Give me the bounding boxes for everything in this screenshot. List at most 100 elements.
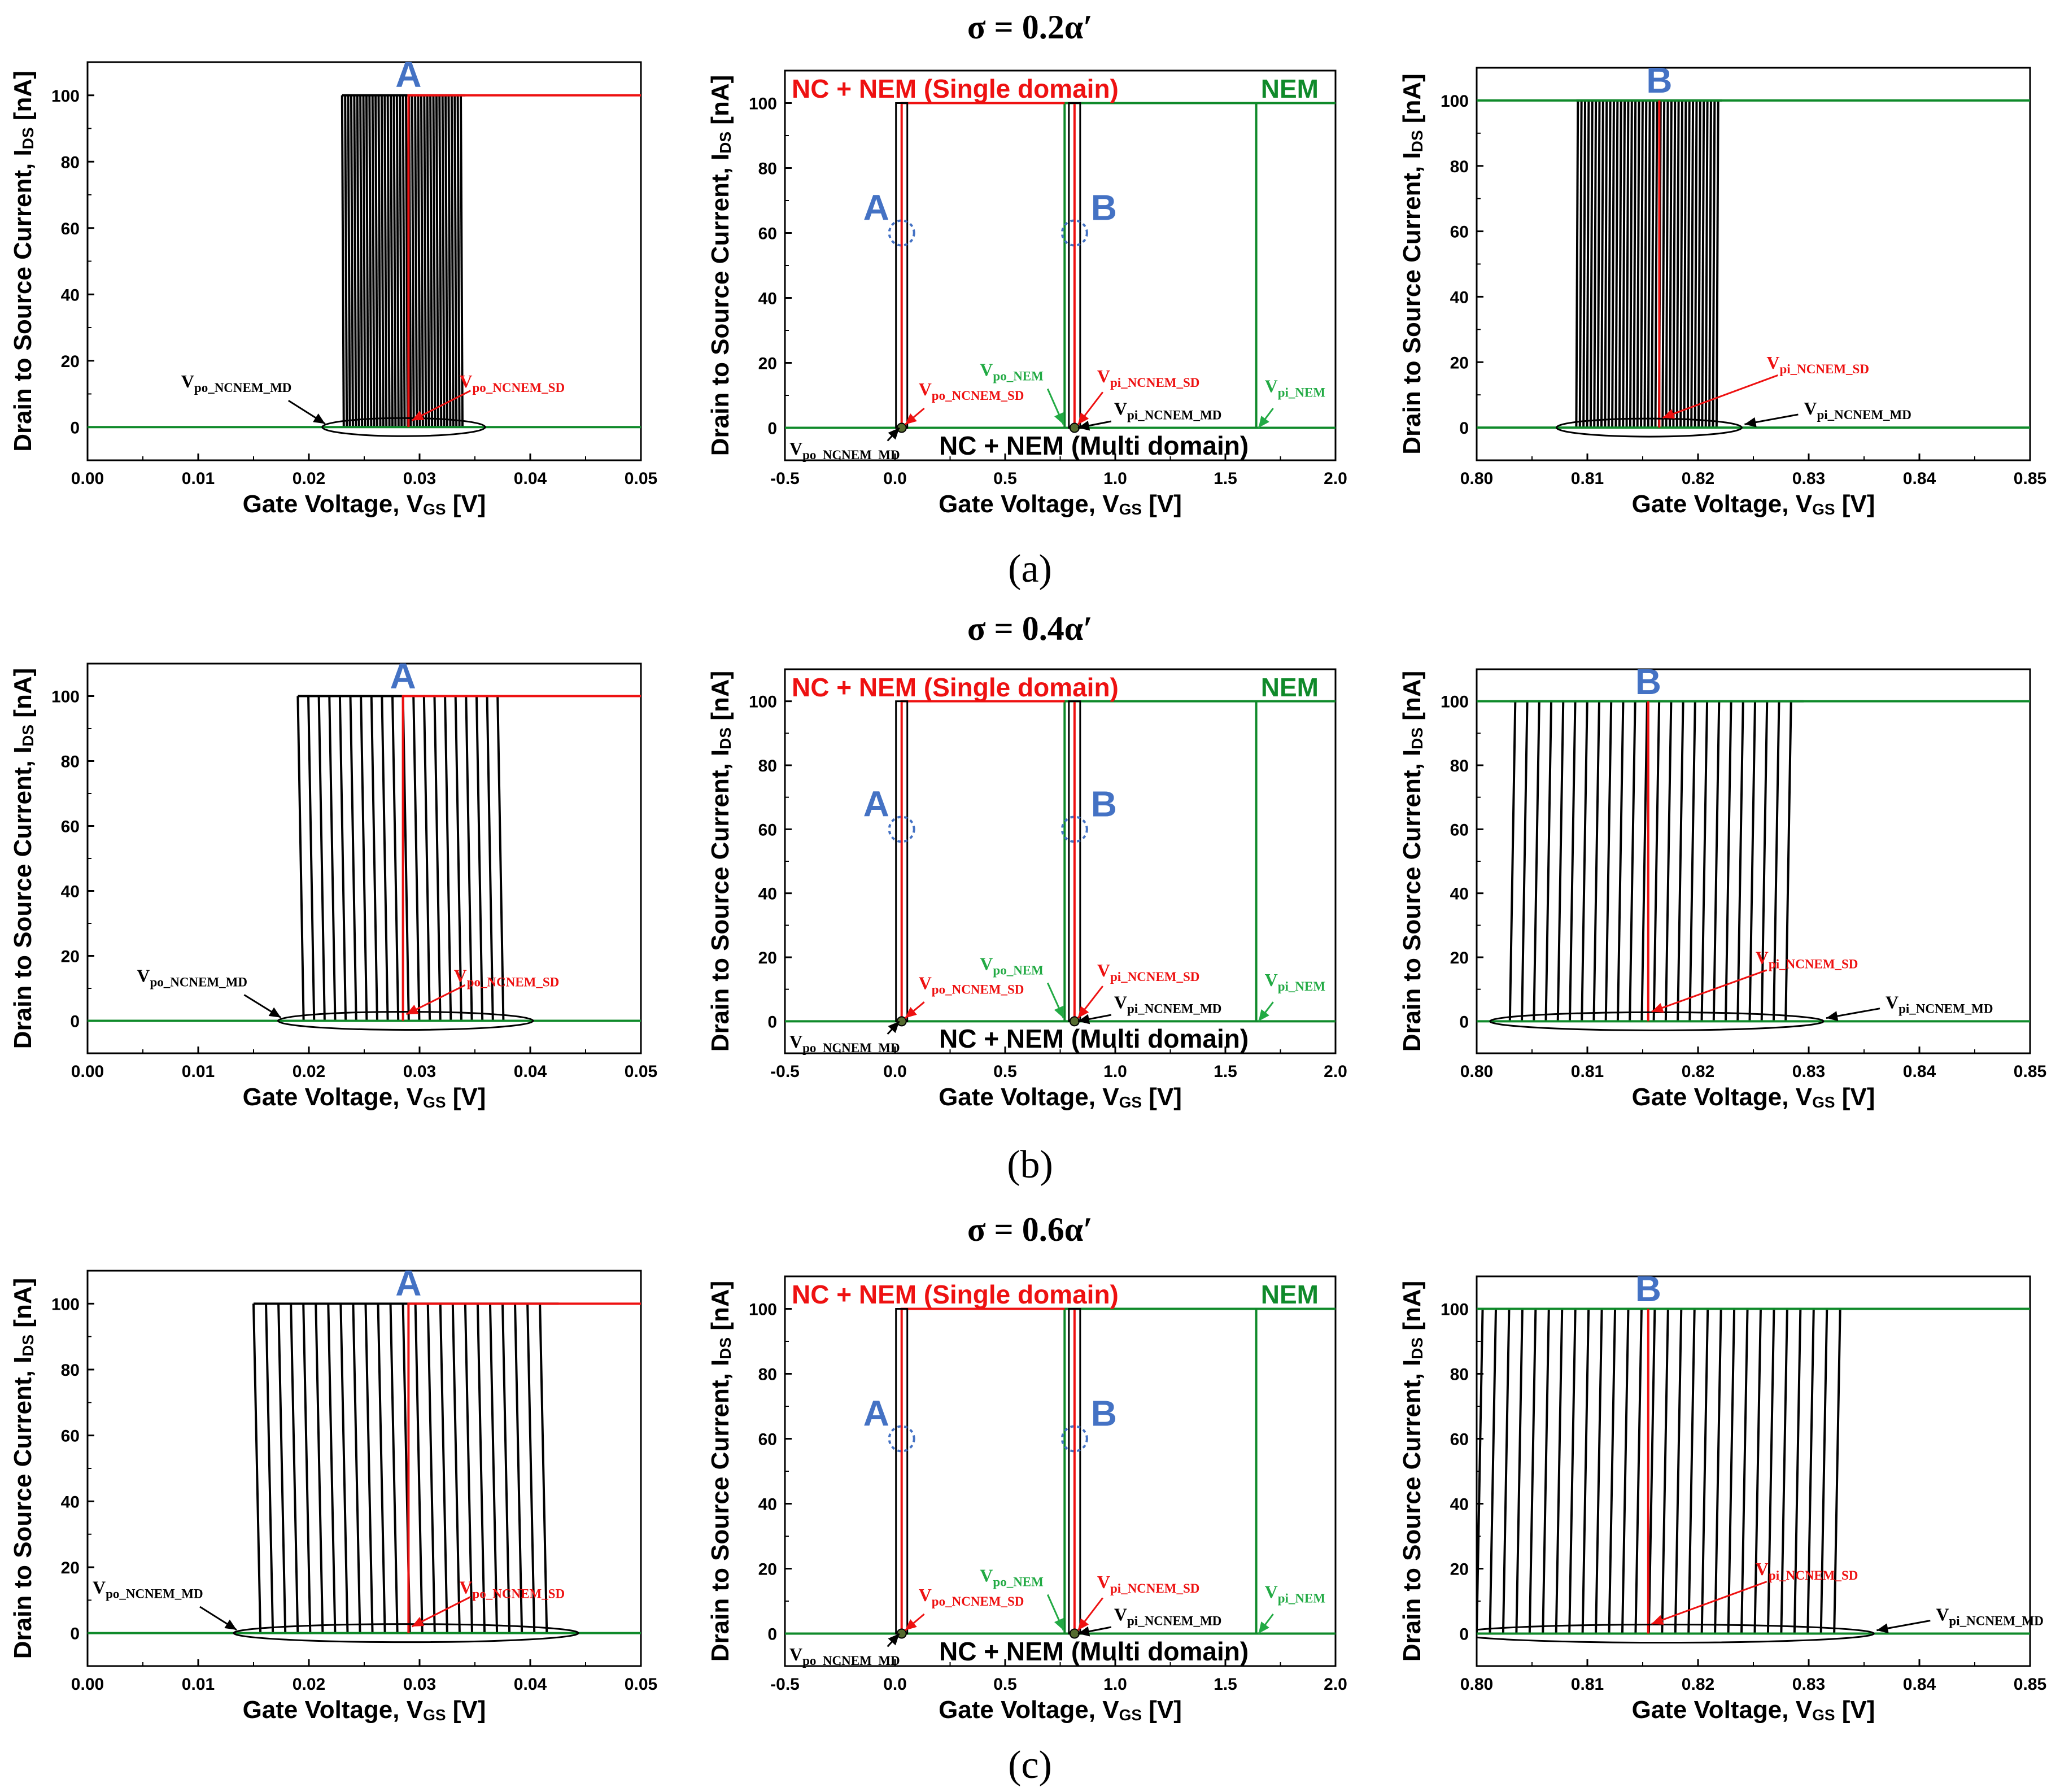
md-sweep-line <box>435 95 439 428</box>
x-tick-label: 0.80 <box>1460 1675 1493 1694</box>
y-axis-label-part: DS <box>1408 1337 1426 1359</box>
x-axis-label: Gate Voltage, VGS [V] <box>939 1696 1182 1724</box>
x-tick-label: 0.0 <box>883 1675 907 1694</box>
y-tick-label: 60 <box>1450 821 1469 839</box>
md-sweep-line <box>453 95 458 428</box>
annotation-po-nem-main: V <box>980 360 993 380</box>
md-sweep-line <box>359 95 364 428</box>
annotation-sd: Vpi_NCNEM_SD <box>1756 947 1858 971</box>
x-axis-label-part: Gate Voltage, V <box>939 490 1119 518</box>
annotation-md: Vpo_NCNEM_MD <box>137 966 247 989</box>
md-sweep-line <box>1622 100 1626 428</box>
annotation-md-main: V <box>181 371 194 391</box>
annotation-pi-sd-arrow <box>1077 391 1104 425</box>
zoom-marker <box>888 1425 915 1453</box>
y-tick-label: 40 <box>61 286 80 304</box>
marker-letter: B <box>1635 661 1661 702</box>
x-tick-label: 0.03 <box>403 1675 436 1694</box>
y-tick-label: 80 <box>758 160 777 178</box>
annotation-md-sub: po_NCNEM_MD <box>150 975 248 989</box>
x-axis-label-part: [V] <box>1835 490 1875 518</box>
md-sweep-line <box>1578 100 1583 428</box>
annotation-sd-arrow <box>1651 969 1767 1013</box>
annotation-po-sd-arrow <box>904 1613 925 1631</box>
y-tick-label: 60 <box>1450 1431 1469 1449</box>
md-sweep-line <box>1621 1309 1630 1634</box>
y-tick-label: 40 <box>1450 885 1469 904</box>
md-sweep-line <box>1672 100 1677 428</box>
y-axis-label-part: [nA] <box>706 1281 734 1337</box>
marker-letter: A <box>395 1263 421 1303</box>
x-tick-label: 0.04 <box>514 469 547 488</box>
annotation-md-main: V <box>93 1577 106 1598</box>
annotation-po-sd-sub: po_NCNEM_SD <box>932 983 1024 997</box>
x-tick-label: 0.80 <box>1460 1062 1493 1081</box>
annotation-sd-sub: po_NCNEM_SD <box>473 1587 565 1601</box>
marker-letter: B <box>1635 1268 1661 1309</box>
md-sweep-line <box>1686 100 1691 428</box>
y-axis-label-part: [nA] <box>1398 1281 1426 1337</box>
md-sweep-line <box>374 95 379 428</box>
y-tick-label: 0 <box>1459 419 1469 438</box>
md-sweep-line <box>1640 100 1644 428</box>
annotation-pi-nem: Vpi_NEM <box>1265 376 1326 399</box>
x-tick-label: 2.0 <box>1324 469 1347 488</box>
x-tick-label: 0.5 <box>993 469 1017 488</box>
md-sweep-line <box>1633 100 1637 428</box>
panel-a-overview: -0.5 0.0 0.5 1.0 1.5 2.0 0 20 40 60 80 100 Gate Volt… <box>706 69 1347 518</box>
y-axis-label-part: Drain to Source Current, I <box>9 1357 37 1659</box>
y-axis-label-part: Drain to Source Current, I <box>706 749 734 1052</box>
md-sweep-line <box>1634 1309 1643 1634</box>
md-sweep-line <box>1556 701 1565 1022</box>
md-sweep-line <box>1604 701 1613 1022</box>
x-tick-label: 0.81 <box>1571 469 1604 488</box>
y-tick-label: 80 <box>61 1361 80 1380</box>
legend-single-domain: NC + NEM (Single domain) <box>792 1280 1119 1309</box>
md-sweep-line <box>1593 100 1598 428</box>
x-axis-label-part: GS <box>1119 1706 1142 1724</box>
md-sweep-line <box>496 696 505 1021</box>
annotation-md: Vpo_NCNEM_MD <box>93 1577 203 1601</box>
x-tick-label: 0.05 <box>625 1062 657 1081</box>
annotation-pi-md-arrow-head <box>1077 1014 1090 1024</box>
md-sweep-line <box>1806 1309 1815 1634</box>
annotation-pi-sd-main: V <box>1097 366 1110 386</box>
md-sweep-line <box>344 95 348 428</box>
annotation-pi-sd-sub: pi_NCNEM_SD <box>1110 1581 1199 1595</box>
annotation-sd-arrow <box>1662 374 1778 419</box>
md-sweep-line <box>1592 701 1600 1022</box>
annotation-pi-sd-arrow-head <box>1077 412 1089 425</box>
md-sweep-line <box>423 95 427 428</box>
y-tick-label: 60 <box>758 225 777 243</box>
md-sweep-line <box>1819 1309 1828 1634</box>
md-sweep-line <box>1651 100 1655 428</box>
md-sweep-line <box>356 95 360 428</box>
annotation-sd-sub: po_NCNEM_SD <box>473 381 565 395</box>
y-tick-label: 40 <box>1450 1495 1469 1514</box>
annotation-md-arrow-head <box>268 1007 281 1018</box>
switch-point <box>896 1016 907 1027</box>
md-sweep-line <box>1515 1309 1524 1634</box>
y-tick-label: 100 <box>749 693 777 712</box>
md-sweep-line <box>386 95 391 428</box>
x-axis-label-part: [V] <box>446 1696 486 1724</box>
annotation-pi-sd: Vpi_NCNEM_SD <box>1097 960 1200 984</box>
annotation-pi-sd-arrow-head <box>1077 1006 1089 1018</box>
annotation-sd-arrow-head <box>412 411 425 421</box>
annotation-md-sub: po_NCNEM_MD <box>106 1587 203 1601</box>
annotation-md: Vpi_NCNEM_MD <box>1886 992 1993 1016</box>
x-tick-label: 1.5 <box>1214 469 1237 488</box>
y-tick-label: 60 <box>1450 223 1469 242</box>
md-sweep-line <box>1581 701 1588 1022</box>
plot-frame <box>784 69 1337 461</box>
annotation-md-arrow <box>243 994 282 1019</box>
md-sweep-line <box>1675 100 1680 428</box>
plot-frame <box>784 668 1337 1054</box>
y-tick-label: 0 <box>70 1013 80 1031</box>
md-ellipse <box>233 1623 579 1643</box>
md-sweep-line <box>451 1303 461 1633</box>
md-sweep-line <box>1629 701 1636 1022</box>
md-sweep-line <box>1614 100 1619 428</box>
x-axis-label-part: Gate Voltage, V <box>243 1696 424 1724</box>
y-tick-label: 80 <box>1450 158 1469 176</box>
